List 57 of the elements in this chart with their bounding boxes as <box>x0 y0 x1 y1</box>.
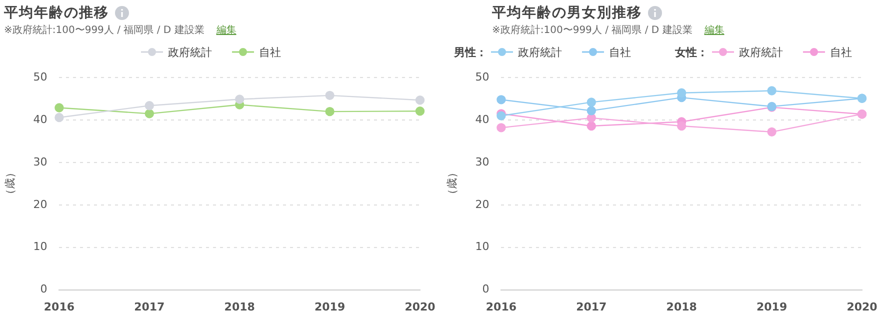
point <box>415 106 425 116</box>
y-tick-label: 0 <box>40 282 48 296</box>
point <box>54 112 64 122</box>
x-tick-label: 2019 <box>314 300 346 314</box>
point <box>54 103 64 112</box>
legend-label: 政府統計 <box>518 44 562 60</box>
legend-label: 自社 <box>830 44 852 60</box>
y-tick-label: 20 <box>33 198 48 211</box>
x-tick-label: 2019 <box>756 300 788 314</box>
point <box>767 127 776 137</box>
y-tick-label: 0 <box>482 282 490 296</box>
x-tick-label: 2016 <box>44 300 75 314</box>
chart-subtitle: ※政府統計:100〜999人 / 福岡県 / D 建設業 <box>4 25 204 36</box>
x-tick-label: 2017 <box>576 300 607 314</box>
point <box>235 94 244 104</box>
x-tick-label: 2020 <box>404 300 436 314</box>
text: 編集 <box>704 25 724 36</box>
y-tick-label: 50 <box>475 70 490 84</box>
point <box>767 86 776 96</box>
point <box>586 121 596 131</box>
x-tick-label: 2020 <box>846 300 878 314</box>
legend-label: 自社 <box>259 44 281 60</box>
y-tick-label: 10 <box>33 240 48 254</box>
legend-label: 政府統計 <box>739 44 783 60</box>
y-tick-label: 40 <box>33 112 48 126</box>
y-axis-title: （歳） <box>3 167 16 200</box>
point <box>586 106 596 116</box>
point <box>144 109 154 118</box>
point <box>325 106 334 116</box>
x-tick-label: 2017 <box>134 300 165 314</box>
x-tick-label: 2018 <box>224 300 255 314</box>
point <box>677 121 686 131</box>
point <box>496 123 506 132</box>
chart-title: 平均年齢の男女別推移 <box>492 4 642 22</box>
y-tick-label: 30 <box>33 155 48 168</box>
text: 女性： <box>675 44 708 60</box>
x-tick-label: 2016 <box>486 300 517 314</box>
y-tick-label: 30 <box>475 155 490 168</box>
x-tick-label: 2018 <box>666 300 697 314</box>
point <box>586 113 596 123</box>
point <box>586 98 596 107</box>
y-tick-label: 10 <box>475 240 490 254</box>
y-tick-label: 20 <box>475 198 490 211</box>
y-axis-title: （歳） <box>445 167 458 200</box>
point <box>496 95 506 104</box>
chart-subtitle: ※政府統計:100〜999人 / 福岡県 / D 建設業 <box>492 25 692 36</box>
y-tick-label: 50 <box>33 70 48 84</box>
point <box>415 95 425 105</box>
legend-label: 政府統計 <box>168 44 212 60</box>
legend-label: 自社 <box>609 44 631 60</box>
y-tick-label: 40 <box>475 112 490 126</box>
point <box>677 88 686 98</box>
text: 男性： <box>454 44 487 60</box>
point <box>144 101 154 110</box>
chart-title: 平均年齢の推移 <box>4 4 109 22</box>
point <box>325 90 334 100</box>
text: 編集 <box>216 25 236 36</box>
